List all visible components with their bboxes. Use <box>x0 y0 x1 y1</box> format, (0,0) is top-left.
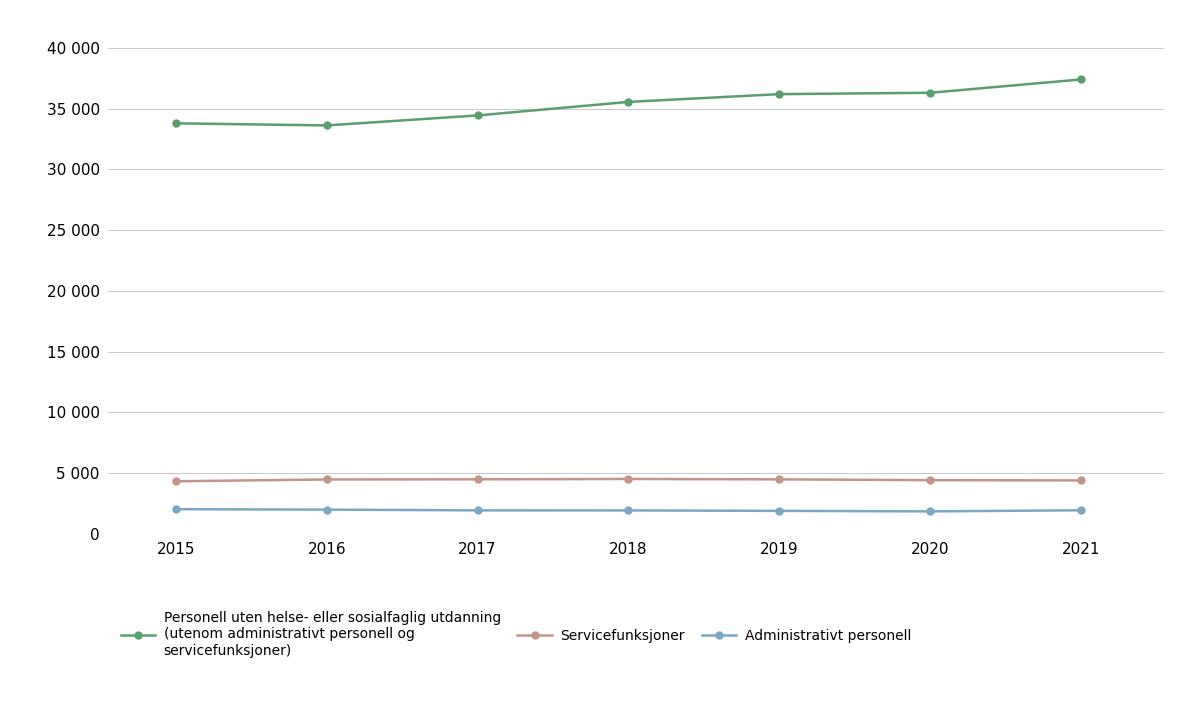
Legend: Personell uten helse- eller sosialfaglig utdanning
(utenom administrativt person: Personell uten helse- eller sosialfaglig… <box>115 606 917 664</box>
